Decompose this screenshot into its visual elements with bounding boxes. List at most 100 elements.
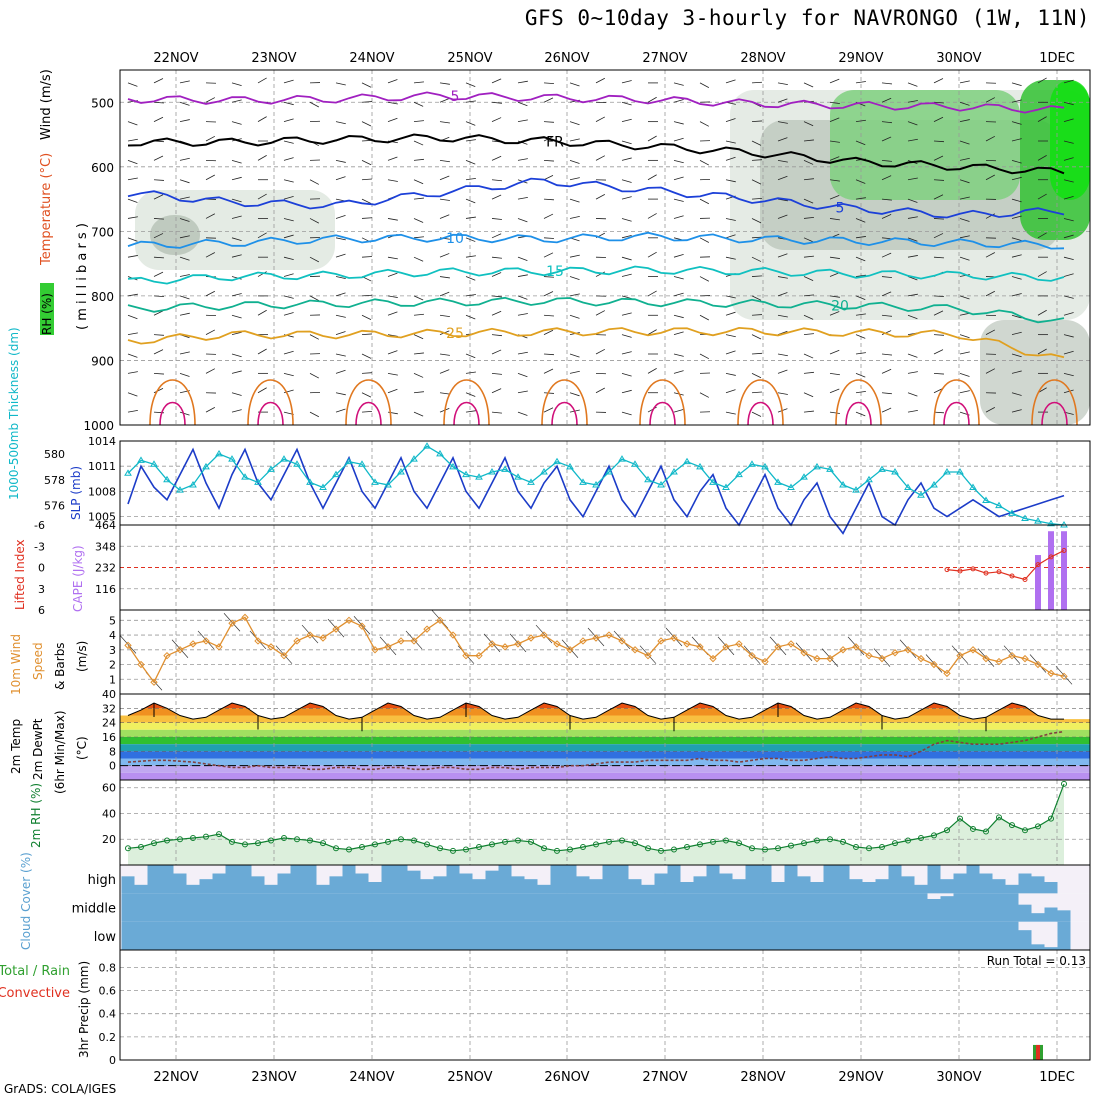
wind-barb [621, 334, 632, 338]
cloud-middle-bar [1018, 904, 1032, 922]
cloud-high-bar [420, 879, 434, 894]
wind-barb [1063, 79, 1074, 84]
wind-barb [439, 369, 450, 374]
wind-barb [751, 275, 763, 277]
thickness-point [956, 468, 964, 475]
wind-speed-point [774, 643, 782, 651]
wind-speed-point [748, 651, 756, 660]
wind-barb [309, 179, 320, 185]
wind-barb [829, 372, 840, 376]
cloud-low-bar [147, 921, 161, 950]
wind-barb [543, 82, 555, 85]
wind-barb [231, 331, 242, 336]
li-point [1035, 562, 1041, 568]
contour-line [127, 91, 1065, 114]
wind-barb [543, 121, 555, 123]
cloud-middle-bar [641, 893, 655, 922]
rh-ylabel: 2m RH (%) [29, 783, 43, 848]
wind-barb [517, 295, 528, 300]
temp-tick: 24 [102, 717, 116, 730]
wind-barb [751, 314, 763, 316]
wind-barb [777, 353, 788, 357]
cloud-low-bar [927, 921, 941, 950]
cloud-high-bar [589, 879, 603, 894]
wind-barb [179, 157, 190, 161]
cloud-low-bar [888, 921, 902, 950]
wind-barb [335, 392, 346, 396]
cloud-high-bar [472, 879, 486, 894]
slp-tick: 1014 [88, 435, 116, 448]
cloud-low-bar [329, 921, 343, 950]
precip-tick: 0.4 [99, 1008, 117, 1021]
cloud-high-bar [719, 873, 733, 894]
cloud-tick-high: high [88, 873, 116, 888]
wind-barb [1011, 353, 1022, 358]
wind-barb [595, 348, 606, 355]
thickness-point [371, 478, 379, 485]
wind-barb [1063, 101, 1074, 106]
wind-barb [387, 350, 398, 355]
cloud-middle-bar [407, 893, 421, 922]
wind-speed-point [137, 660, 145, 669]
wind-barb [803, 82, 814, 88]
wind-barb [413, 352, 424, 355]
thickness-point [644, 475, 652, 483]
wind-barb [127, 177, 138, 181]
wind-barb [231, 121, 242, 125]
wind-barb [153, 116, 164, 122]
li-ylabel: Lifted Index [13, 539, 27, 610]
cloud-low-bar [745, 921, 759, 950]
wind-barb [335, 121, 346, 125]
wind-speed-point [930, 660, 938, 669]
thickness-point [501, 465, 509, 472]
temp-band [120, 772, 1090, 780]
wind-barb [699, 392, 710, 398]
cloud-low-bar [823, 921, 837, 950]
wind-barb [153, 194, 164, 200]
cloud-low-bar [732, 921, 746, 950]
wind-barb [491, 101, 502, 104]
wind-barb-10m [951, 645, 969, 664]
cloud-high-bar [1018, 873, 1032, 894]
wind-speed-point [475, 651, 483, 660]
wind-barb [387, 372, 398, 376]
rh-point [1048, 815, 1054, 822]
wind-barb [231, 392, 242, 396]
cloud-low-bar [953, 921, 967, 950]
wind-speed-point [371, 646, 379, 654]
wind-barb [127, 353, 138, 358]
wind-speed-point [787, 640, 795, 648]
thickness-point [462, 470, 470, 478]
wind-barb [621, 218, 632, 222]
x-tick-top: 29NOV [838, 51, 883, 66]
wind-barb [179, 312, 190, 316]
wind-barb [361, 372, 373, 374]
precip-legend-convective: Convective [0, 986, 70, 1001]
rh-point [996, 814, 1002, 821]
wind-barb [881, 136, 892, 142]
cloud-high-bar [1044, 882, 1058, 894]
cloud-low-bar [290, 921, 304, 950]
wind-barb [907, 82, 918, 87]
rh-point [307, 837, 313, 844]
thickness-point [657, 480, 665, 488]
wind-barb [673, 137, 684, 142]
wind-barb [205, 290, 216, 297]
cloud-high-bar [173, 873, 187, 894]
cloud-middle-bar [342, 893, 356, 922]
wind-barb [569, 138, 580, 142]
wind-barb [439, 291, 450, 297]
cloud-middle-bar [290, 893, 304, 922]
x-tick-top: 30NOV [936, 51, 981, 66]
wind-barb [855, 179, 866, 184]
wind-barb [569, 215, 580, 219]
cloud-high-bar [121, 876, 135, 894]
wind-barb [465, 216, 476, 219]
wind-barb [699, 276, 710, 282]
wind-barb [673, 121, 684, 125]
wind-barb [1011, 121, 1022, 125]
rh-point [684, 843, 690, 850]
wind-speed-point [644, 651, 652, 660]
contour-label: 15 [546, 264, 564, 280]
wind-barb [543, 407, 554, 413]
